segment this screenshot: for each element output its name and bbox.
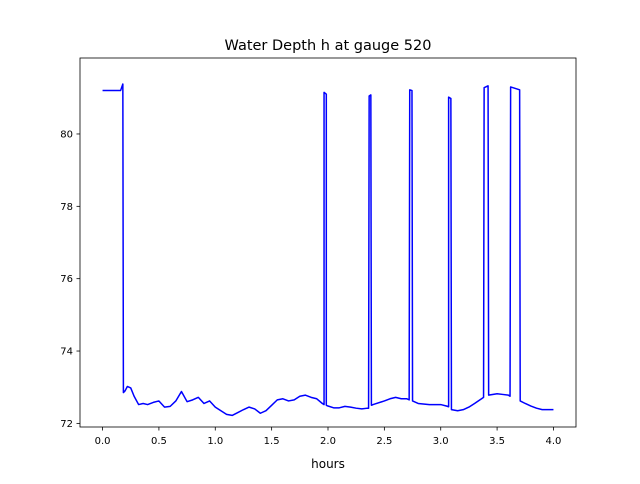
axes-group: 0.0 0.5 1.0 1.5 2.0 2.5 3.0 3.5 4.0 72 74 76 78 80 (60, 57, 577, 447)
y-tick-label: 76 (60, 274, 73, 285)
chart-title: Water Depth h at gauge 520 (225, 38, 432, 54)
x-axis-label: hours (311, 457, 345, 471)
x-tick-label: 0.0 (95, 436, 111, 447)
x-tick-label: 1.5 (264, 436, 280, 447)
x-tick-label: 3.0 (433, 436, 449, 447)
y-tick-label: 78 (60, 202, 73, 213)
x-tick-label: 2.0 (320, 436, 336, 447)
y-tick-label: 74 (60, 347, 73, 358)
series-line-0 (102, 83, 554, 417)
x-tick-label: 4.0 (546, 436, 562, 447)
y-tick-label: 80 (60, 129, 73, 140)
x-tick-label: 1.0 (207, 436, 223, 447)
x-tick-label: 0.5 (151, 436, 167, 447)
y-tick-label: 72 (60, 419, 73, 430)
x-tick-label: 3.5 (489, 436, 505, 447)
plot-area (102, 83, 554, 417)
x-tick-label: 2.5 (376, 436, 392, 447)
